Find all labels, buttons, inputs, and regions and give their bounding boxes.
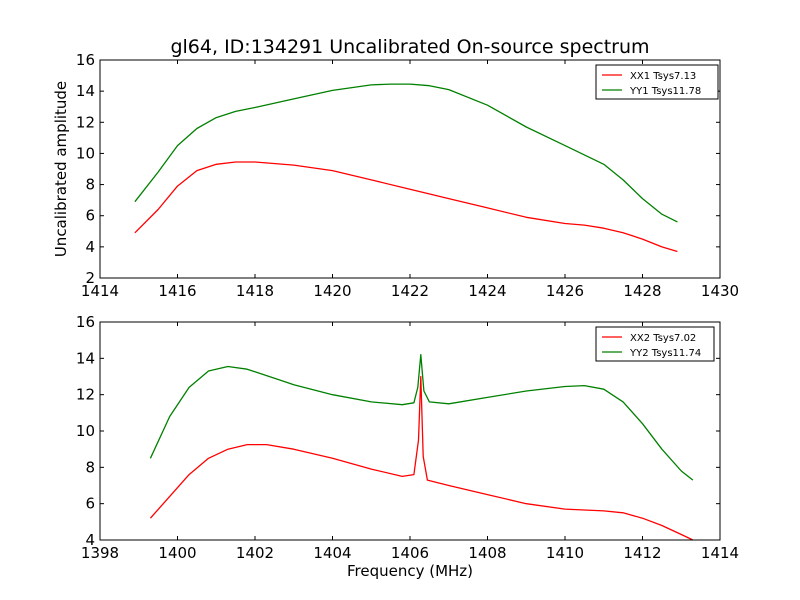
legend-box (595, 326, 715, 362)
series-line-1-2 (134, 83, 678, 223)
x-tick-label: 1426 (546, 282, 584, 300)
x-tick-label: 1428 (623, 282, 661, 300)
y-tick-label: 8 (85, 458, 95, 476)
x-axis-label: Frequency (MHz) (347, 562, 473, 580)
y-tick-label: 8 (85, 176, 95, 194)
x-tick-label: 1420 (313, 282, 351, 300)
x-tick-label: 1402 (236, 544, 274, 562)
x-tick-label: 1414 (701, 544, 739, 562)
y-tick-label: 16 (76, 51, 95, 69)
y-tick-label: 4 (85, 238, 95, 256)
y-tick-label: 12 (76, 113, 95, 131)
y-tick-label: 10 (76, 144, 95, 162)
y-tick-label: 6 (85, 495, 95, 513)
legend-label: XX1 Tsys7.13 (630, 71, 696, 82)
legend-label: YY1 Tsys11.78 (629, 86, 701, 97)
y-axis-label: Uncalibrated amplitude (52, 81, 70, 257)
y-tick-label: 4 (85, 531, 95, 549)
x-tick-label: 1430 (701, 282, 739, 300)
x-tick-label: 1410 (546, 544, 584, 562)
y-tick-label: 10 (76, 422, 95, 440)
chart-title: gl64, ID:134291 Uncalibrated On-source s… (170, 36, 649, 58)
x-tick-label: 1400 (158, 544, 196, 562)
y-tick-label: 12 (76, 386, 95, 404)
x-tick-label: 1416 (158, 282, 196, 300)
x-tick-label: 1408 (468, 544, 506, 562)
legend-box (595, 64, 719, 100)
top-panel: 1414 1416 1418 1420 1422 1424 1426 1428 14302468… (52, 51, 739, 300)
x-tick-label: 1398 (81, 544, 119, 562)
y-tick-label: 14 (76, 349, 95, 367)
x-tick-label: 1412 (623, 544, 661, 562)
x-tick-label: 1414 (81, 282, 119, 300)
bottom-panel: 1398 1400 1402 1404 1406 1408 1410 1412 14144681… (76, 313, 739, 580)
y-tick-label: 6 (85, 207, 95, 225)
y-tick-label: 2 (85, 269, 95, 287)
series-line-2-1 (149, 375, 694, 541)
x-tick-label: 1418 (236, 282, 274, 300)
legend-label: XX2 Tsys7.02 (630, 333, 696, 344)
series-line-2-2 (149, 354, 694, 481)
legend-label: YY2 Tsys11.74 (629, 348, 701, 359)
y-tick-label: 16 (76, 313, 95, 331)
y-tick-label: 14 (76, 82, 95, 100)
legend: XX1 Tsys7.13 YY1 Tsys11.78 (595, 64, 719, 100)
x-tick-label: 1422 (391, 282, 429, 300)
x-tick-label: 1404 (313, 544, 351, 562)
x-tick-label: 1406 (391, 544, 429, 562)
x-tick-label: 1424 (468, 282, 506, 300)
series-line-1-1 (134, 161, 678, 253)
legend: XX2 Tsys7.02 YY2 Tsys11.74 (595, 326, 715, 362)
